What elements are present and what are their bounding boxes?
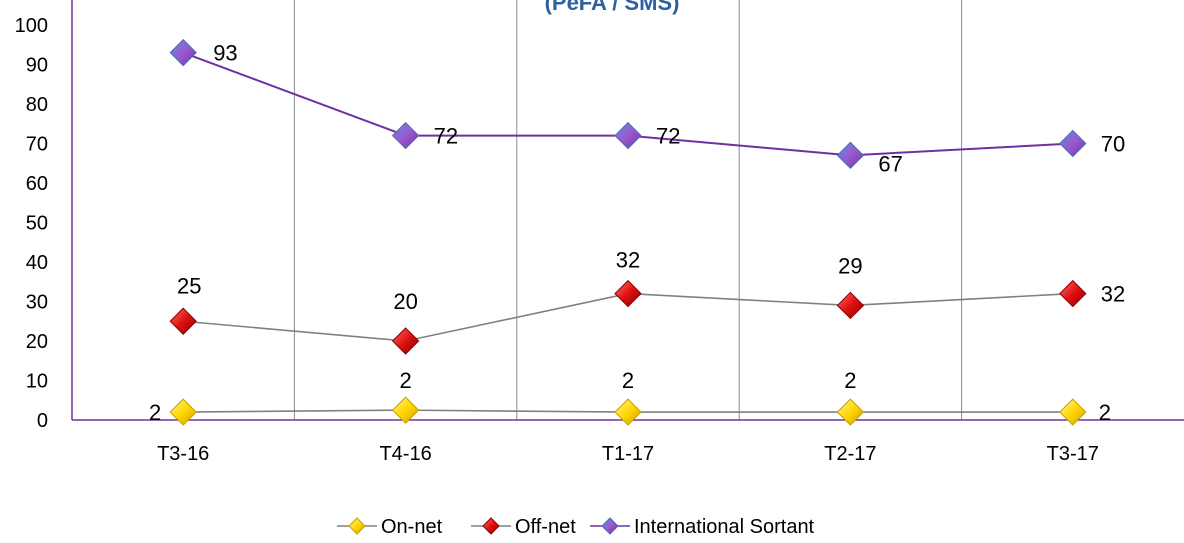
- data-label-2-T1-17: 72: [656, 124, 680, 149]
- marker-2-T3-16: [169, 38, 197, 67]
- data-label-0-T2-17: 2: [844, 368, 856, 393]
- data-label-2-T3-16: 93: [213, 41, 237, 66]
- marker-0-T1-17: [614, 398, 642, 426]
- marker-1-T2-17: [836, 291, 865, 320]
- y-tick-label-0: 0: [37, 410, 48, 432]
- x-tick-label-T4-16: T4-16: [379, 443, 431, 465]
- x-tick-label-T1-17: T1-17: [602, 443, 654, 465]
- marker-0-T2-17: [836, 398, 865, 426]
- data-label-1-T3-16: 25: [177, 273, 201, 298]
- x-tick-label-T2-17: T2-17: [824, 443, 876, 465]
- marker-0-T3-17: [1059, 398, 1087, 426]
- data-label-2-T3-17: 70: [1101, 132, 1125, 157]
- data-label-1-T2-17: 29: [838, 253, 862, 278]
- data-label-0-T3-17: 2: [1099, 400, 1111, 425]
- marker-1-T3-16: [169, 307, 197, 335]
- marker-1-T3-17: [1059, 279, 1087, 308]
- legend-label-1: Off-net: [515, 516, 576, 538]
- marker-2-T3-17: [1059, 129, 1087, 158]
- x-tick-label-T3-17: T3-17: [1047, 443, 1099, 465]
- legend-marker-1: [482, 517, 500, 535]
- marker-0-T3-16: [169, 398, 197, 426]
- marker-2-T2-17: [836, 141, 865, 170]
- y-tick-label-100: 100: [15, 15, 48, 37]
- legend-label-0: On-net: [381, 516, 443, 538]
- y-axis: 0 10 20 30 40 50 60 70 80 90 100: [15, 0, 73, 432]
- legend-marker-0: [348, 517, 366, 535]
- data-label-0-T1-17: 2: [622, 368, 634, 393]
- data-label-1-T1-17: 32: [616, 248, 640, 273]
- legend-label-2: International Sortant: [634, 516, 815, 538]
- y-tick-label-80: 80: [26, 94, 48, 116]
- marker-1-T1-17: [614, 279, 642, 308]
- y-tick-label-60: 60: [26, 173, 48, 195]
- legend-marker-2: [601, 517, 619, 535]
- data-label-2-T4-16: 72: [434, 124, 458, 149]
- marker-1-T4-16: [391, 327, 420, 355]
- series-group: [169, 38, 1087, 426]
- y-tick-label-50: 50: [26, 213, 48, 235]
- y-tick-label-30: 30: [26, 292, 48, 314]
- y-tick-label-20: 20: [26, 331, 48, 353]
- marker-0-T4-16: [391, 396, 420, 424]
- data-label-0-T3-16: 2: [149, 400, 161, 425]
- data-label-1-T3-17: 32: [1101, 282, 1125, 307]
- y-tick-label-40: 40: [26, 252, 48, 274]
- y-tick-label-90: 90: [26, 55, 48, 77]
- data-label-2-T2-17: 67: [878, 151, 902, 176]
- marker-2-T1-17: [614, 121, 642, 150]
- data-label-1-T4-16: 20: [393, 289, 417, 314]
- chart-title: (PeFA / SMS): [545, 0, 680, 15]
- x-axis: T3-16 T4-16 T1-17 T2-17 T3-17: [72, 419, 1184, 465]
- data-label-0-T4-16: 2: [399, 368, 411, 393]
- x-tick-label-T3-16: T3-16: [157, 443, 209, 465]
- grid: [293, 0, 963, 420]
- y-tick-label-70: 70: [26, 134, 48, 156]
- legend: On-net Off-net International Sortant: [337, 516, 815, 538]
- data-labels: 2 2 2 2 2 25 20 32 29 32 93 72 72 67 70: [149, 41, 1125, 425]
- y-tick-label-10: 10: [26, 371, 48, 393]
- marker-2-T4-16: [391, 121, 420, 150]
